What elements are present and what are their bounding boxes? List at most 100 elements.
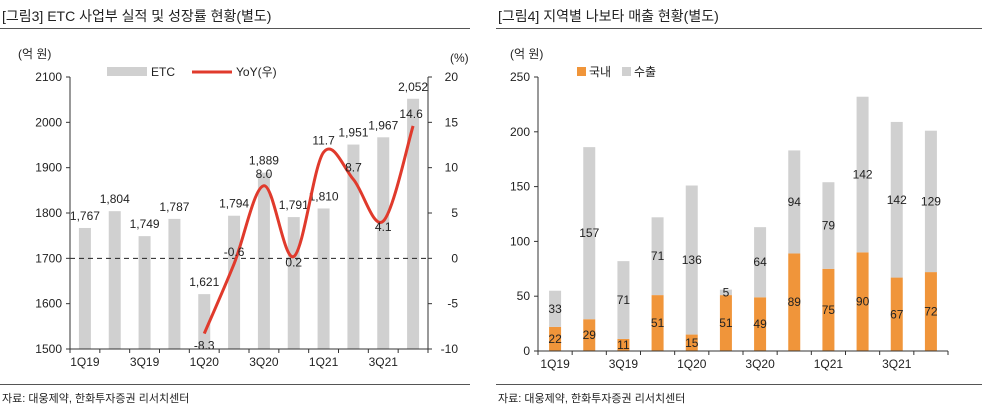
x-tick-label: 1Q21 (814, 357, 844, 371)
x-tick-label: 3Q20 (745, 357, 775, 371)
y-right-tick-label: -10 (441, 342, 459, 356)
domestic-value-label: 51 (719, 316, 733, 330)
domestic-bar (583, 319, 596, 351)
export-value-label: 71 (617, 293, 631, 307)
export-bar (856, 96, 869, 253)
yoy-point-label: 4.1 (375, 220, 392, 234)
etc-bar (198, 294, 211, 349)
y-left-tick-label: 1600 (35, 297, 62, 311)
etc-bar-label: 1,967 (368, 118, 398, 132)
export-value-label: 142 (853, 168, 873, 182)
yoy-line (202, 125, 415, 335)
etc-bar (317, 208, 330, 349)
export-value-label: 142 (887, 193, 907, 207)
y-right-tick-label: 15 (445, 115, 459, 129)
domestic-bar (822, 268, 835, 351)
x-tick-label: 1Q19 (70, 355, 100, 369)
export-bar (549, 290, 562, 327)
y-right-tick-label: 10 (445, 161, 459, 175)
domestic-value-label: 75 (822, 303, 836, 317)
export-bar (924, 130, 937, 273)
x-tick-label: 1Q19 (540, 357, 570, 371)
figure4-source: 자료: 대웅제약, 한화투자증권 리서치센터 (498, 393, 686, 405)
domestic-value-label: 15 (685, 336, 699, 350)
etc-bar-label: 1,951 (338, 126, 368, 140)
y-axis-label: (억 원) (510, 47, 543, 61)
domestic-value-label: 49 (753, 317, 767, 331)
figure3-title-rule (0, 28, 470, 29)
etc-bar (257, 172, 270, 349)
etc-bar-label: 1,621 (189, 275, 219, 289)
etc-bar-label: 1,787 (159, 200, 189, 214)
export-value-label: 136 (682, 253, 702, 267)
export-bar (822, 182, 835, 269)
domestic-bar (617, 338, 630, 351)
etc-bar-label: 2,052 (398, 80, 428, 94)
x-tick-label: 3Q19 (130, 355, 160, 369)
y-tick-label: 50 (517, 289, 531, 303)
etc-bar (347, 144, 360, 349)
export-value-label: 64 (753, 255, 767, 269)
export-value-label: 79 (822, 219, 836, 233)
y-tick-label: 150 (510, 180, 530, 194)
y-left-tick-label: 1700 (35, 251, 62, 265)
etc-bar (228, 215, 241, 349)
domestic-value-label: 11 (617, 338, 630, 352)
domestic-bar (890, 277, 903, 351)
domestic-value-label: 72 (924, 305, 938, 319)
domestic-value-label: 90 (856, 295, 870, 309)
x-tick-label: 1Q20 (190, 355, 220, 369)
domestic-bar (788, 253, 801, 351)
etc-bar (108, 211, 121, 349)
y-tick-label: 100 (510, 234, 530, 248)
figure4-bottom-rule (496, 384, 982, 385)
etc-bar (168, 218, 181, 349)
legend-domestic-label: 국내 (589, 65, 611, 79)
export-value-label: 94 (788, 195, 802, 209)
yoy-point-label: -0.6 (224, 245, 245, 259)
domestic-bar (549, 326, 562, 351)
domestic-value-label: 51 (651, 316, 665, 330)
figure4-title-rule (496, 28, 982, 29)
export-value-label: 5 (723, 285, 730, 299)
domestic-value-label: 67 (890, 307, 904, 321)
figure3-title: [그림3] ETC 사업부 실적 및 성장률 현황(별도) (2, 8, 272, 24)
y-left-tick-label: 2100 (35, 70, 62, 84)
export-bar (719, 289, 732, 296)
y-right-tick-label: 20 (445, 70, 459, 84)
figure3-bottom-rule (0, 384, 470, 385)
x-tick-label: 3Q21 (369, 355, 399, 369)
x-tick-label: 1Q20 (677, 357, 707, 371)
etc-bar-label: 1,889 (249, 154, 279, 168)
y-left-tick-label: 1800 (35, 206, 62, 220)
etc-bar-label: 1,791 (279, 198, 309, 212)
y-axis-right-label: (%) (450, 51, 469, 65)
domestic-bar (651, 295, 664, 351)
y-tick-label: 0 (523, 344, 530, 358)
etc-bar-label: 1,804 (100, 192, 130, 206)
y-axis-left-label: (억 원) (18, 47, 51, 61)
figure3-source: 자료: 대웅제약, 한화투자증권 리서치센터 (2, 393, 190, 405)
legend-etc-swatch (107, 67, 147, 76)
y-tick-label: 200 (510, 125, 530, 139)
y-left-tick-label: 1500 (35, 342, 62, 356)
export-value-label: 71 (651, 249, 665, 263)
yoy-point-label: 0.2 (285, 256, 302, 270)
legend-domestic-swatch (577, 67, 586, 76)
etc-bar-label: 1,810 (309, 189, 339, 203)
etc-bar (407, 98, 420, 349)
legend-export-swatch (622, 67, 631, 76)
legend-yoy-label: YoY(우) (236, 65, 277, 79)
etc-bar-label: 1,794 (219, 197, 249, 211)
domestic-bar (754, 297, 767, 351)
yoy-point-label: 8.0 (256, 167, 273, 181)
y-right-tick-label: 0 (451, 251, 458, 265)
export-bar (617, 261, 630, 339)
domestic-bar (685, 334, 698, 351)
domestic-value-label: 22 (548, 332, 562, 346)
etc-bar-label: 1,749 (130, 217, 160, 231)
domestic-bar (924, 272, 937, 351)
export-bar (754, 227, 767, 298)
